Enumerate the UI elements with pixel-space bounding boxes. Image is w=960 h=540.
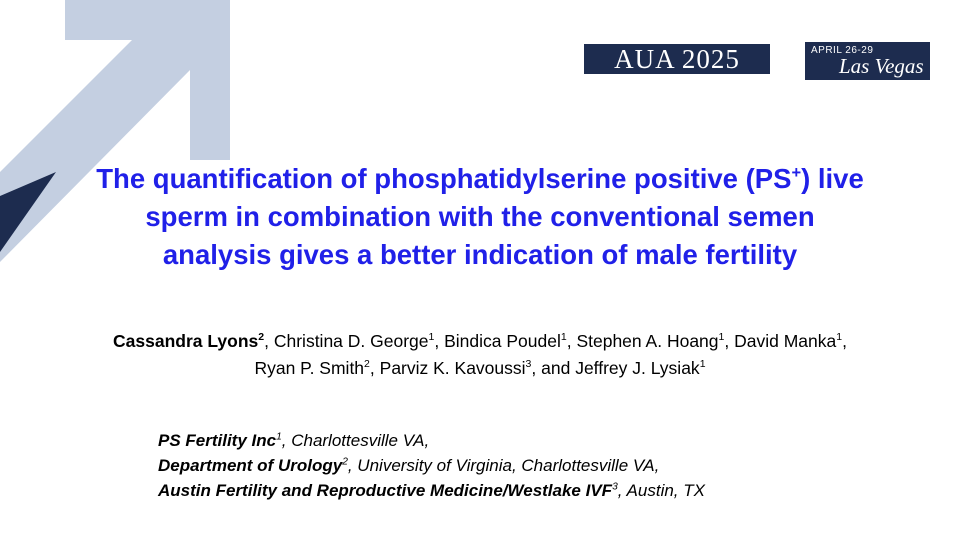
- arrow-dark: [0, 172, 56, 252]
- title-text: The quantification of phosphatidylserine…: [96, 163, 792, 194]
- author-separator: ,: [724, 331, 730, 351]
- author-affiliation: 1: [836, 331, 843, 344]
- title: The quantification of phosphatidylserine…: [0, 160, 960, 274]
- title-line: The quantification of phosphatidylserine…: [0, 160, 960, 198]
- author-affiliation: 1: [718, 331, 725, 344]
- author-line: Ryan P. Smith2, Parviz K. Kavoussi3, and…: [0, 355, 960, 382]
- author-affiliation: 1: [428, 331, 435, 344]
- affiliation: Austin Fertility and Reproductive Medici…: [158, 478, 705, 503]
- city: Las Vegas: [839, 54, 924, 78]
- title-line: sperm in combination with the convention…: [145, 201, 815, 232]
- author-separator: , and: [531, 358, 571, 378]
- author-name: Bindica Poudel: [444, 331, 561, 351]
- author-separator: ,: [369, 358, 375, 378]
- author-name: David Manka: [734, 331, 837, 351]
- title-text: ) live: [801, 163, 864, 194]
- affiliation: Department of Urology2, University of Vi…: [158, 453, 705, 478]
- arrow-graphic: [0, 0, 230, 262]
- author-affiliation: 3: [525, 358, 532, 371]
- title-sup: +: [791, 163, 802, 182]
- author-separator: ,: [842, 331, 847, 351]
- author-affiliation: 2: [258, 331, 265, 344]
- affiliation-name: Austin Fertility and Reproductive Medici…: [158, 481, 613, 500]
- affiliation-location: , Charlottesville VA,: [281, 431, 430, 450]
- author-line: Cassandra Lyons2, Christina D. George1, …: [0, 328, 960, 355]
- author-affiliation: 1: [699, 358, 706, 371]
- author-name: Ryan P. Smith: [254, 358, 365, 378]
- author-separator: ,: [264, 331, 269, 351]
- affiliation-number: 1: [276, 431, 282, 443]
- arrow-light: [0, 0, 230, 262]
- authors: Cassandra Lyons2, Christina D. George1, …: [0, 328, 960, 382]
- author-name: Parviz K. Kavoussi: [379, 358, 526, 378]
- affiliation-name: PS Fertility Inc: [158, 431, 277, 450]
- author-name: Stephen A. Hoang: [576, 331, 719, 351]
- author-separator: ,: [434, 331, 440, 351]
- dates: APRIL 26-29: [811, 45, 874, 56]
- affiliations: PS Fertility Inc1, Charlottesville VA, De…: [158, 428, 705, 503]
- author-name: Jeffrey J. Lysiak: [575, 358, 700, 378]
- title-line: analysis gives a better indication of ma…: [162, 239, 798, 270]
- affiliation-location: , University of Virginia, Charlottesvill…: [347, 456, 660, 475]
- las-vegas-logo: APRIL 26-29 Las Vegas: [805, 42, 930, 80]
- affiliation-name: Department of Urology: [158, 456, 343, 475]
- author-separator: ,: [566, 331, 572, 351]
- affiliation-number: 3: [612, 481, 618, 493]
- affiliation-location: , Austin, TX: [617, 481, 705, 500]
- author-affiliation: 1: [560, 331, 567, 344]
- author-name: Cassandra Lyons: [113, 331, 259, 351]
- author-affiliation: 2: [364, 358, 370, 371]
- affiliation-number: 2: [342, 456, 348, 468]
- author-name: Christina D. George: [273, 331, 429, 351]
- aua-logo: AUA 2025: [584, 44, 770, 74]
- affiliation: PS Fertility Inc1, Charlottesville VA,: [158, 428, 705, 453]
